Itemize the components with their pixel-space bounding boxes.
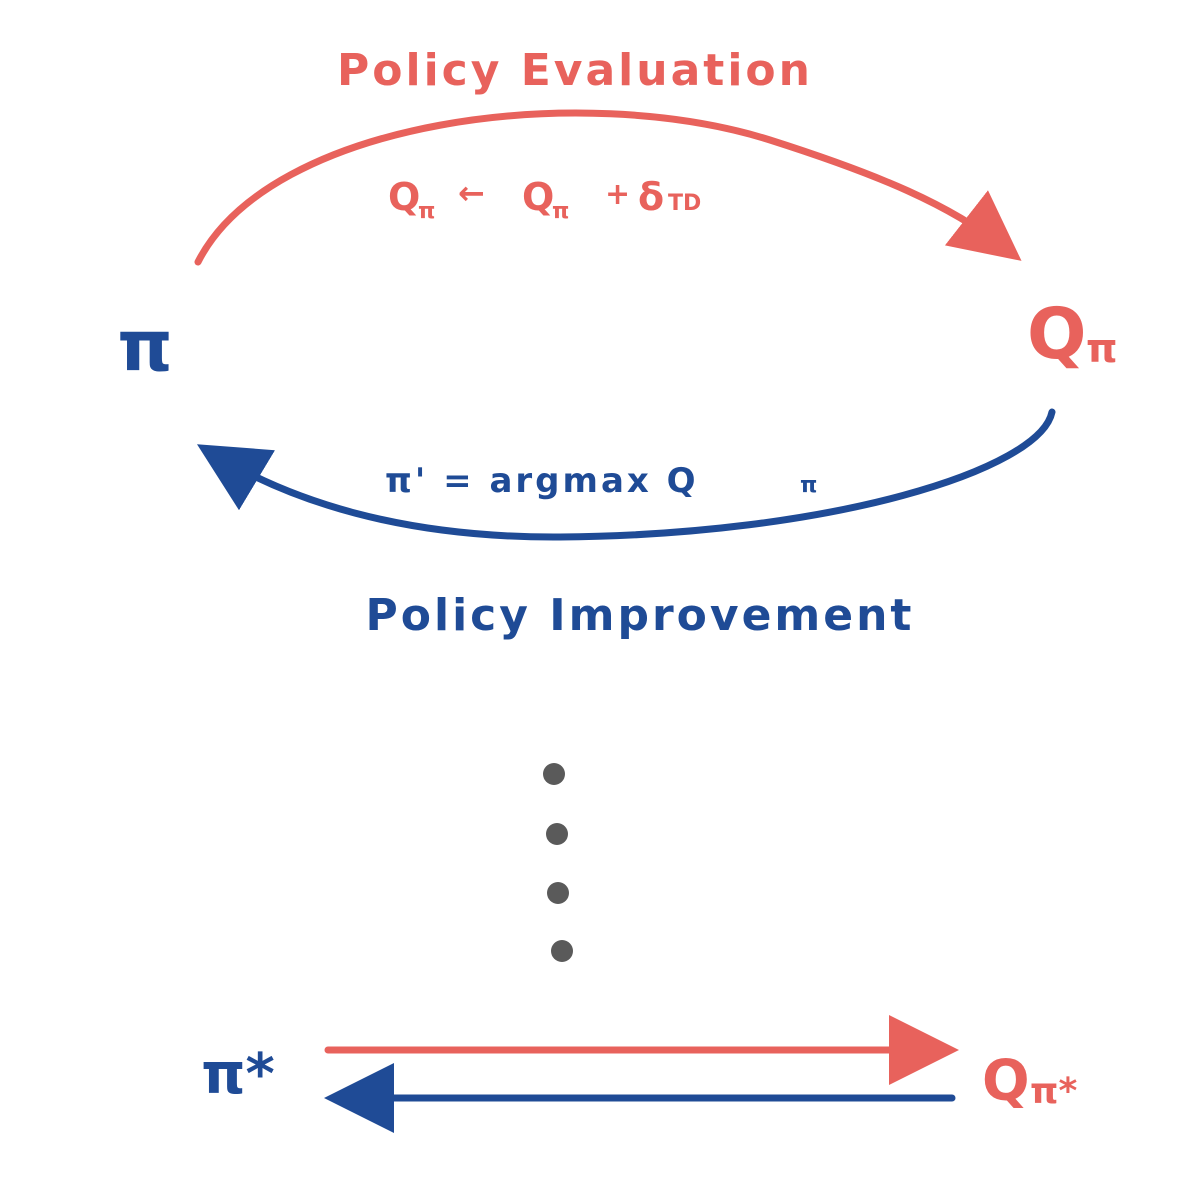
svg-text:Q: Q <box>1027 293 1087 375</box>
evaluation-update-rule: Q π ← Q π + δ TD <box>388 174 701 224</box>
policy-node: π <box>117 305 172 387</box>
value-node: Q π <box>1027 293 1118 375</box>
policy-evaluation-title: Policy Evaluation <box>337 45 813 96</box>
dot <box>551 940 573 962</box>
svg-text:TD: TD <box>668 191 701 216</box>
policy-evaluation-arrow <box>194 109 1022 266</box>
svg-text:δ: δ <box>638 175 664 219</box>
svg-text:π: π <box>800 473 817 498</box>
svg-text:π' = argmax Q: π' = argmax Q <box>385 461 699 501</box>
dot <box>547 882 569 904</box>
dot <box>546 823 568 845</box>
svg-text:+: + <box>605 177 630 212</box>
svg-text:π: π <box>1086 326 1118 372</box>
optimal-value-node: Q π* <box>982 1049 1077 1114</box>
dot <box>543 763 565 785</box>
optimal-policy-node: π* <box>201 1042 275 1107</box>
improvement-update-rule: π' = argmax Q π <box>385 461 817 501</box>
svg-text:π: π <box>552 199 569 224</box>
svg-text:Q: Q <box>982 1049 1030 1114</box>
svg-text:Q: Q <box>388 175 420 219</box>
policy-improvement-arrow <box>196 408 1056 541</box>
svg-text:π: π <box>418 199 435 224</box>
continuation-dots <box>543 763 573 962</box>
policy-improvement-title: Policy Improvement <box>366 590 915 641</box>
svg-text:π*: π* <box>1030 1071 1077 1112</box>
svg-text:←: ← <box>458 174 485 212</box>
svg-text:Q: Q <box>522 175 554 219</box>
